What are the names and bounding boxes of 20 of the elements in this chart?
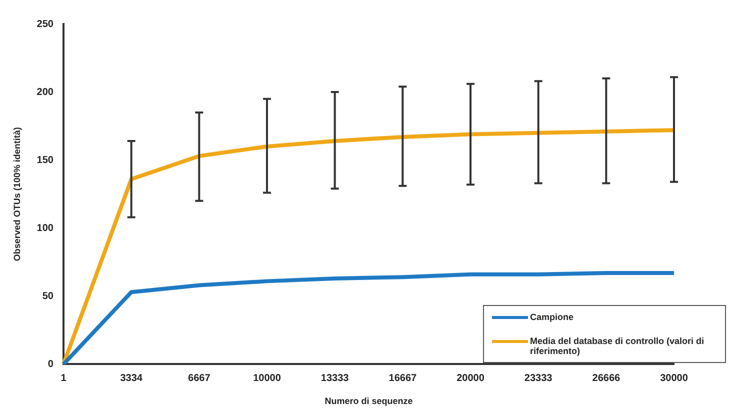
- legend-label: Campione: [530, 312, 574, 322]
- x-tick-label: 6667: [188, 372, 211, 384]
- x-tick-label: 20000: [456, 372, 485, 384]
- y-tick-label: 150: [36, 154, 54, 166]
- x-tick-label: 1: [60, 372, 67, 384]
- y-tick-label: 100: [36, 222, 54, 234]
- y-tick-label: 0: [48, 358, 54, 370]
- x-tick-label: 23333: [524, 372, 553, 384]
- x-tick-label: 10000: [253, 372, 282, 384]
- x-tick-label: 13333: [320, 372, 350, 384]
- x-tick-label: 26666: [592, 372, 621, 384]
- x-tick-label: 3334: [120, 372, 143, 384]
- y-tick-label: 200: [36, 86, 54, 98]
- y-axis-title: Observed OTUs (100% identità): [12, 127, 22, 262]
- legend-label: Media del database di controllo (valori di riferimento): [530, 336, 706, 356]
- x-axis-title: Numero di sequenze: [324, 396, 413, 406]
- y-tick-label: 250: [36, 18, 54, 30]
- x-tick-label: 16667: [388, 372, 417, 384]
- y-tick-label: 50: [42, 290, 54, 302]
- x-tick-label: 30000: [660, 372, 688, 384]
